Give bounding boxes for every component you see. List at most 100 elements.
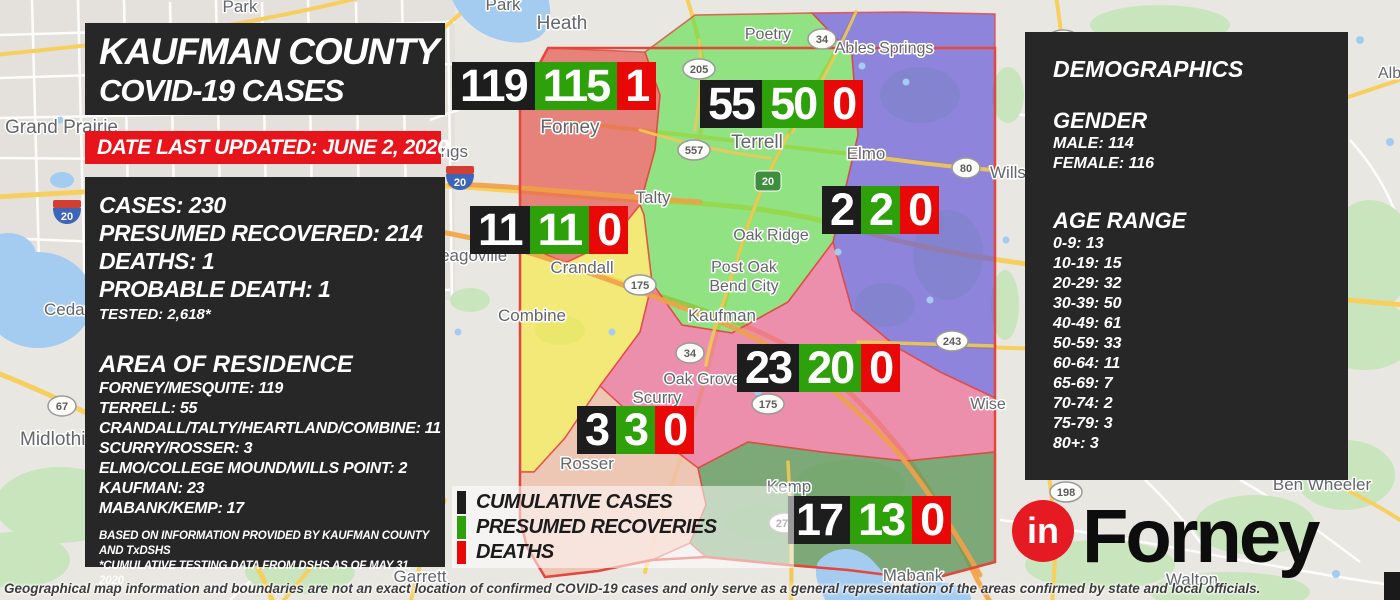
route-198-shield: 198: [1049, 481, 1083, 503]
age-label: 65-69:: [1053, 375, 1100, 392]
svg-text:243: 243: [943, 336, 961, 348]
route-34-shield: 34: [675, 342, 705, 364]
age-label: 60-64:: [1053, 355, 1100, 372]
date-updated-text: DATE LAST UPDATED: JUNE 2, 2020: [97, 136, 449, 159]
date-updated-banner: DATE LAST UPDATED: JUNE 2, 2020: [85, 131, 449, 164]
map-label-kaufman: Kaufman: [688, 306, 756, 325]
deaths-count: 1: [617, 60, 657, 111]
area-value: 23: [186, 480, 205, 497]
area-value: 3: [243, 440, 253, 457]
cases-count: 17: [788, 494, 851, 545]
route-175-shield: 175: [751, 393, 785, 415]
deaths-count: 0: [912, 494, 952, 545]
stat-tested: TESTED: 2,618*: [99, 305, 435, 325]
area-value: 119: [258, 380, 283, 397]
area-label: MABANK/KEMP:: [99, 500, 223, 517]
age-row: 10-19: 15: [1053, 254, 1348, 274]
age-label: 70-74:: [1053, 395, 1100, 412]
map-label-combine: Combine: [498, 306, 566, 325]
age-value: 7: [1103, 375, 1113, 392]
badge-terrell: 55 50 0: [700, 78, 864, 129]
map-label-poetry: Poetry: [745, 26, 791, 43]
area-value: 2: [398, 460, 408, 477]
gender-value: 116: [1128, 155, 1155, 172]
stat-label: PRESUMED RECOVERED:: [99, 220, 380, 246]
route-80-shield: 80: [951, 157, 981, 179]
age-label: 50-59:: [1053, 335, 1100, 352]
age-row: 65-69: 7: [1053, 374, 1348, 394]
map-label-oak-grove: Oak Grove: [663, 371, 740, 388]
stat-value: 2,618*: [167, 306, 211, 323]
age-row: 20-29: 32: [1053, 274, 1348, 294]
badge-forney-mesquite: 119 115 1: [452, 60, 657, 111]
age-row: 60-64: 11: [1053, 354, 1348, 374]
stat-label: TESTED:: [99, 306, 164, 323]
legend-label: CUMULATIVE CASES: [476, 491, 673, 513]
recoveries-count: 3: [616, 404, 656, 455]
area-of-residence-heading: AREA OF RESIDENCE: [99, 351, 353, 378]
gender-label: FEMALE:: [1053, 155, 1125, 172]
map-label-walton: Walton: [1166, 570, 1218, 589]
svg-text:67: 67: [56, 401, 68, 413]
svg-text:20: 20: [762, 176, 774, 188]
age-label: 40-49:: [1053, 315, 1100, 332]
gender-heading: GENDER: [1053, 108, 1148, 133]
gender-female: FEMALE: 116: [1053, 154, 1348, 174]
testing-footnote: *CUMULATIVE TESTING DATA FROM DSHS AS OF…: [99, 560, 412, 587]
badge-kaufman: 23 20 0: [737, 342, 901, 393]
svg-text:34: 34: [816, 34, 829, 46]
area-label: KAUFMAN:: [99, 480, 183, 497]
age-value: 61: [1103, 315, 1122, 332]
age-value: 3: [1103, 415, 1113, 432]
inforney-logo-icon: in: [1012, 500, 1074, 562]
route-205-shield: 205: [682, 58, 716, 80]
stat-label: DEATHS:: [99, 248, 197, 274]
map-label-rosser: Rosser: [560, 454, 614, 473]
cases-count: 55: [700, 78, 763, 129]
stat-cases: CASES: 230: [99, 191, 435, 219]
area-row-elmo: ELMO/COLLEGE MOUND/WILLS POINT: 2: [99, 459, 435, 479]
route-557-shield: 557: [677, 139, 711, 161]
area-value: 17: [226, 500, 245, 517]
legend: CUMULATIVE CASES PRESUMED RECOVERIES DEA…: [452, 486, 794, 568]
age-value: 11: [1103, 355, 1121, 372]
cases-count: 23: [737, 342, 800, 393]
map-label-bend-city: Bend City: [709, 278, 778, 295]
recoveries-count: 115: [534, 60, 618, 111]
area-row-scurry-rosser: SCURRY/ROSSER: 3: [99, 439, 435, 459]
map-label-forney: Forney: [540, 117, 600, 138]
title-panel: KAUFMAN COUNTY COVID-19 CASES: [85, 23, 445, 115]
recoveries-count: 50: [762, 78, 825, 129]
area-label: CRANDALL/TALTY/HEARTLAND/COMBINE:: [99, 420, 421, 437]
map-label-talty: Talty: [636, 188, 671, 207]
gender-label: MALE:: [1053, 135, 1104, 152]
svg-text:80: 80: [960, 163, 972, 175]
cumulative-cases-swatch: [457, 491, 466, 514]
stats-panel: CASES: 230 PRESUMED RECOVERED: 214 DEATH…: [85, 177, 445, 587]
legend-label: DEATHS: [476, 541, 554, 563]
map-label-heath: Heath: [537, 13, 588, 34]
legend-row-cumulative-cases: CUMULATIVE CASES: [457, 490, 794, 515]
age-row: 80+: 3: [1053, 434, 1348, 454]
age-value: 33: [1103, 335, 1122, 352]
recoveries-count: 13: [850, 494, 913, 545]
stat-label: PROBABLE DEATH:: [99, 276, 313, 302]
map-label-scurry: Scurry: [632, 388, 682, 407]
gender-male: MALE: 114: [1053, 134, 1348, 154]
area-label: ELMO/COLLEGE MOUND/WILLS POINT:: [99, 460, 395, 477]
area-row-terrell: TERRELL: 55: [99, 399, 435, 419]
map-label-park: Park: [223, 0, 258, 16]
route-243-shield: 243: [935, 330, 969, 352]
area-label: SCURRY/ROSSER:: [99, 440, 240, 457]
map-label-post-oak: Post Oak: [711, 259, 778, 276]
gender-section: GENDER MALE: 114 FEMALE: 116: [1053, 108, 1348, 174]
age-row: 70-74: 2: [1053, 394, 1348, 414]
age-range-section: AGE RANGE 0-9: 13 10-19: 15 20-29: 32 30…: [1053, 208, 1348, 454]
map-label-mabank: Mabank: [883, 566, 944, 585]
map-label-garrett: Garrett: [394, 567, 447, 586]
recoveries-count: 2: [861, 184, 901, 235]
stat-value: 214: [385, 220, 423, 246]
svg-text:175: 175: [631, 280, 649, 292]
age-row: 0-9: 13: [1053, 234, 1348, 254]
